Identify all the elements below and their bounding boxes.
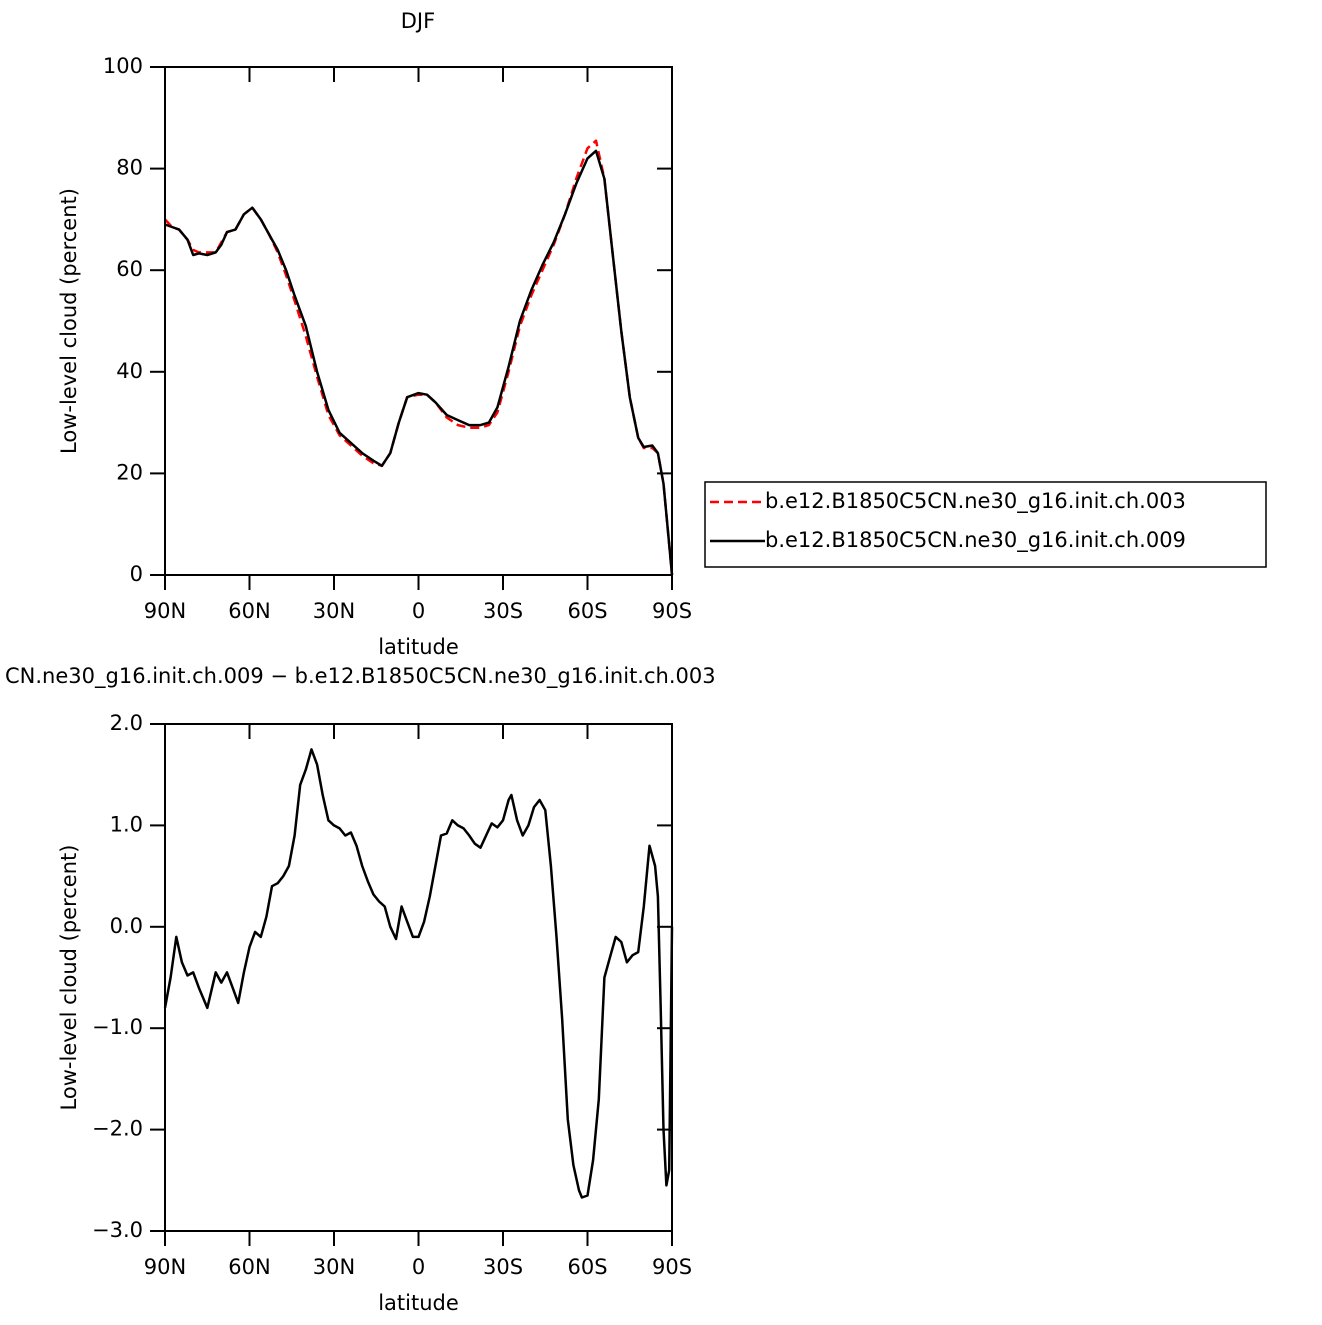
data-line	[163, 748, 674, 1199]
x-axis-label: latitude	[378, 635, 459, 659]
data-line	[164, 149, 674, 576]
y-tick-label: 20	[116, 460, 143, 484]
legend-label: b.e12.B1850C5CN.ne30_g16.init.ch.003	[765, 489, 1186, 514]
y-axis-label: Low-level cloud (percent)	[57, 188, 81, 454]
y-tick-label: 2.0	[110, 711, 143, 735]
y-tick-label: 1.0	[110, 812, 143, 836]
y-axis-label: Low-level cloud (percent)	[57, 845, 81, 1111]
x-tick-label: 0	[412, 599, 425, 623]
chart-title: DJF	[401, 9, 435, 33]
x-tick-label: 60S	[567, 599, 607, 623]
x-tick-label: 30N	[313, 599, 355, 623]
y-tick-label: −1.0	[92, 1015, 143, 1039]
x-tick-label: 90S	[652, 599, 692, 623]
x-tick-label: 60N	[228, 1255, 270, 1279]
chart-title: CN.ne30_g16.init.ch.009 − b.e12.B1850C5C…	[5, 664, 716, 689]
x-tick-label: 60N	[228, 599, 270, 623]
x-tick-label: 0	[412, 1255, 425, 1279]
x-tick-label: 30S	[483, 599, 523, 623]
x-tick-label: 60S	[567, 1255, 607, 1279]
y-tick-label: 60	[116, 257, 143, 281]
data-line	[164, 139, 674, 576]
x-axis-label: latitude	[378, 1291, 459, 1315]
y-tick-label: −2.0	[92, 1117, 143, 1141]
y-tick-label: 40	[116, 359, 143, 383]
y-tick-label: 80	[116, 156, 143, 180]
x-tick-label: 90N	[144, 599, 186, 623]
plot-frame	[164, 66, 673, 576]
y-tick-label: 0	[130, 562, 143, 586]
y-tick-label: −3.0	[92, 1218, 143, 1242]
x-tick-label: 90S	[652, 1255, 692, 1279]
x-tick-label: 30S	[483, 1255, 523, 1279]
legend-label: b.e12.B1850C5CN.ne30_g16.init.ch.009	[765, 528, 1186, 553]
y-tick-label: 100	[103, 54, 143, 78]
plot-frame	[164, 723, 673, 1232]
x-tick-label: 30N	[313, 1255, 355, 1279]
x-tick-label: 90N	[144, 1255, 186, 1279]
legend-box	[704, 481, 1267, 568]
y-tick-label: 0.0	[110, 914, 143, 938]
